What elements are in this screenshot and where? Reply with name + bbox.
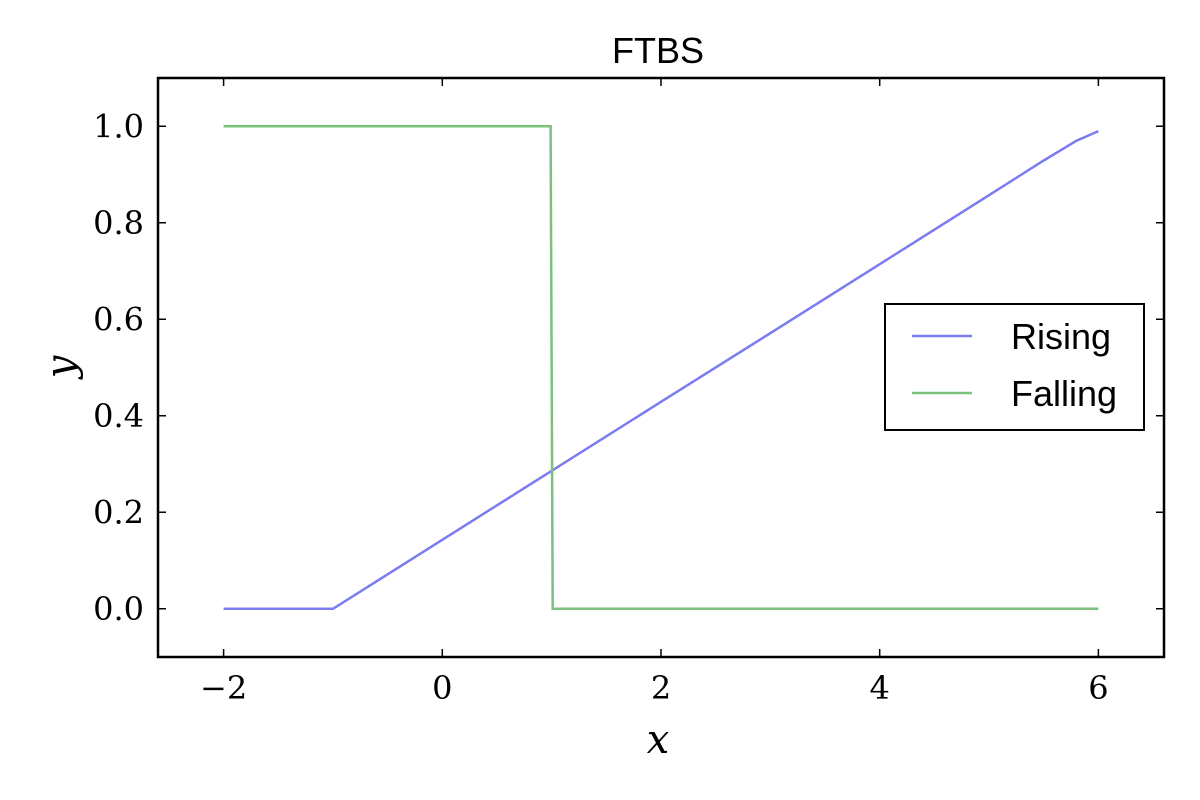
x-tick-label: 4	[870, 669, 890, 707]
y-tick-label: 0.6	[93, 300, 144, 338]
y-tick-label: 0.8	[93, 204, 144, 242]
series-line-falling	[223, 125, 1099, 611]
x-axis-label: x	[647, 717, 670, 763]
x-tick-label: 6	[1088, 669, 1108, 707]
y-axis-label: y	[38, 354, 84, 380]
chart-title: FTBS	[612, 30, 704, 71]
y-tick-label: 0.4	[93, 397, 144, 435]
axis-ticks: −2 0 2 4 6 0.0 0.2 0.4 0.6 0.8 1.0	[93, 78, 1164, 707]
x-tick-label: 2	[651, 669, 671, 707]
legend: Rising Falling	[884, 303, 1145, 431]
y-tick-label: 1.0	[93, 107, 144, 145]
y-tick-label: 0.0	[93, 590, 144, 628]
legend-box	[884, 303, 1145, 431]
legend-label-falling: Falling	[1011, 373, 1117, 414]
x-tick-label: −2	[200, 669, 247, 707]
x-tick-label: 0	[432, 669, 452, 707]
series-line-rising	[223, 129, 1099, 611]
plot-area	[223, 125, 1099, 611]
y-tick-label: 0.2	[93, 493, 144, 531]
legend-label-rising: Rising	[1011, 316, 1111, 357]
